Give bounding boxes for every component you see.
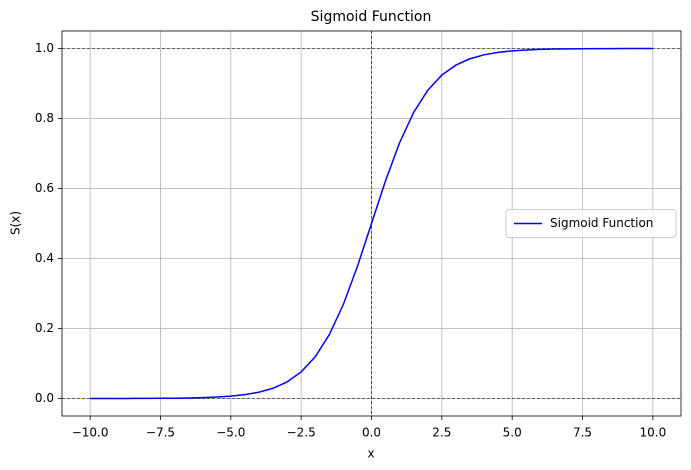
legend-box — [505, 209, 677, 238]
y-tick-label: 1.0 — [35, 41, 54, 55]
x-tick-label: −5.0 — [216, 426, 245, 440]
x-tick-label: −10.0 — [72, 426, 109, 440]
x-tick-label: 0.0 — [362, 426, 381, 440]
x-tick-label: 2.5 — [432, 426, 451, 440]
y-tick-label: 0.6 — [35, 181, 54, 195]
plot-frame — [61, 30, 682, 417]
x-tick-label: 10.0 — [640, 426, 667, 440]
y-axis-label: S(x) — [9, 211, 23, 235]
legend-label: Sigmoid Function — [550, 216, 653, 230]
y-tick-label: 0.2 — [35, 321, 54, 335]
x-tick-label: −7.5 — [146, 426, 175, 440]
y-tick-label: 0.8 — [35, 111, 54, 125]
y-tick-label: 0.4 — [35, 251, 54, 265]
x-axis-label: x — [367, 447, 374, 461]
x-tick-label: 5.0 — [503, 426, 522, 440]
chart-title: Sigmoid Function — [311, 9, 432, 25]
x-tick-label: 7.5 — [573, 426, 592, 440]
x-tick-label: −2.5 — [287, 426, 316, 440]
y-tick-label: 0.0 — [35, 391, 54, 405]
line-series — [90, 47, 653, 400]
